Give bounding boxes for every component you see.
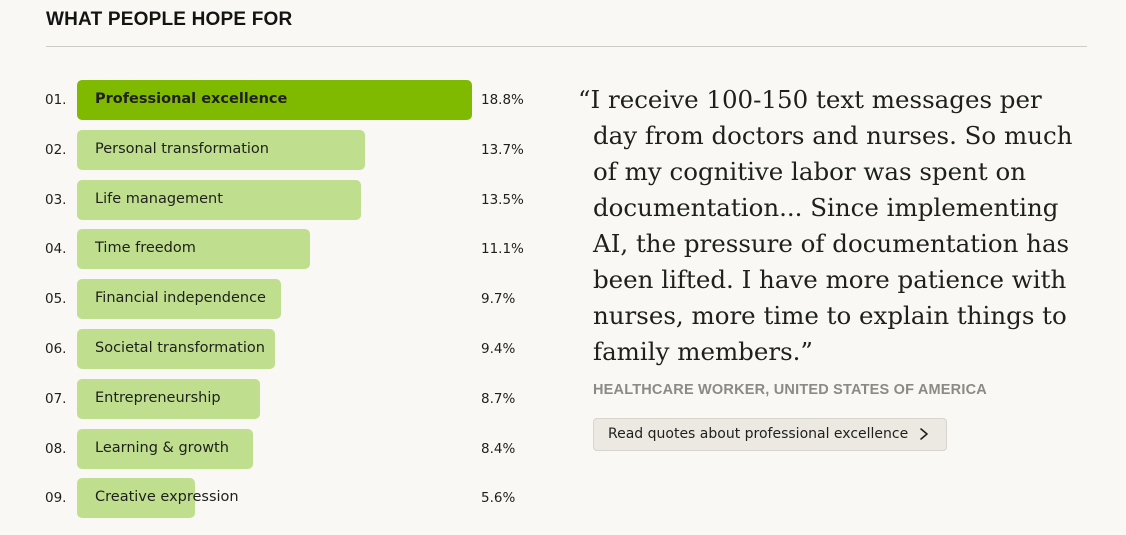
bar xyxy=(77,329,275,369)
bar xyxy=(77,279,281,320)
bar-label: Societal transformation xyxy=(95,340,265,356)
bar-label: Personal transformation xyxy=(95,140,269,157)
bar-label: Learning & growth xyxy=(95,439,229,456)
bar-row: 07. Entrepreneurship 8.7% xyxy=(0,378,560,419)
read-quotes-button-label: Read quotes about professional excellenc… xyxy=(608,426,909,442)
bar-value-label: 11.1% xyxy=(481,241,524,258)
bar-value-label: 18.8% xyxy=(481,92,524,108)
bar-value-label: 13.5% xyxy=(481,191,524,208)
bar xyxy=(77,428,254,469)
bar-rank: 09. xyxy=(45,490,67,507)
bar-value-label: 5.6% xyxy=(481,490,516,507)
bar-row: 06. Societal transformation 9.4% xyxy=(0,329,560,369)
bar-row: 02. Personal transformation 13.7% xyxy=(0,129,560,170)
bar-rank: 02. xyxy=(45,141,67,158)
bar-value-label: 9.7% xyxy=(481,291,516,308)
bar xyxy=(77,179,361,220)
bar xyxy=(77,229,311,270)
bar-rank: 07. xyxy=(45,390,67,407)
bar-label: Time freedom xyxy=(95,240,196,257)
bar-label: Creative expression xyxy=(95,489,239,506)
bar-row: 04. Time freedom 11.1% xyxy=(0,229,560,270)
quote-block: “I receive 100-150 text messages per day… xyxy=(578,82,1088,451)
quote-text: “I receive 100-150 text messages per day… xyxy=(578,85,1073,366)
divider xyxy=(46,46,1087,47)
quote-attribution: HEALTHCARE WORKER, UNITED STATES OF AMER… xyxy=(593,382,987,398)
bar-label: Entrepreneurship xyxy=(95,389,221,406)
read-quotes-button[interactable]: Read quotes about professional excellenc… xyxy=(593,418,948,451)
bar-row: 05. Financial independence 9.7% xyxy=(0,279,560,320)
bar-value-label: 8.7% xyxy=(481,390,516,407)
bar-row: 01. Professional excellence 18.8% xyxy=(0,80,560,120)
bar-row: 09. Creative expression 5.6% xyxy=(0,478,560,519)
bar xyxy=(77,129,365,170)
bar-label: Professional excellence xyxy=(95,91,288,107)
bar-rank: 05. xyxy=(45,291,67,308)
bar-row: 03. Life management 13.5% xyxy=(0,179,560,220)
bar-chart: 01. Professional excellence 18.8% 02. Person… xyxy=(0,0,560,535)
bar-row: 08. Learning & growth 8.4% xyxy=(0,428,560,469)
chevron-right-icon xyxy=(920,428,929,440)
section-title: WHAT PEOPLE HOPE FOR xyxy=(46,9,293,30)
bar-rank: 03. xyxy=(45,191,67,208)
bar xyxy=(77,478,195,519)
bar-rank: 01. xyxy=(45,92,67,108)
bar-label: Financial independence xyxy=(95,290,266,307)
bar-value-label: 9.4% xyxy=(481,341,516,357)
bar xyxy=(77,80,472,120)
bar-rank: 06. xyxy=(45,341,67,357)
bar-label: Life management xyxy=(95,190,223,207)
bar-value-label: 13.7% xyxy=(481,141,524,158)
bar-rank: 04. xyxy=(45,241,67,258)
bar xyxy=(77,378,260,419)
bar-rank: 08. xyxy=(45,440,67,457)
bar-value-label: 8.4% xyxy=(481,440,516,457)
